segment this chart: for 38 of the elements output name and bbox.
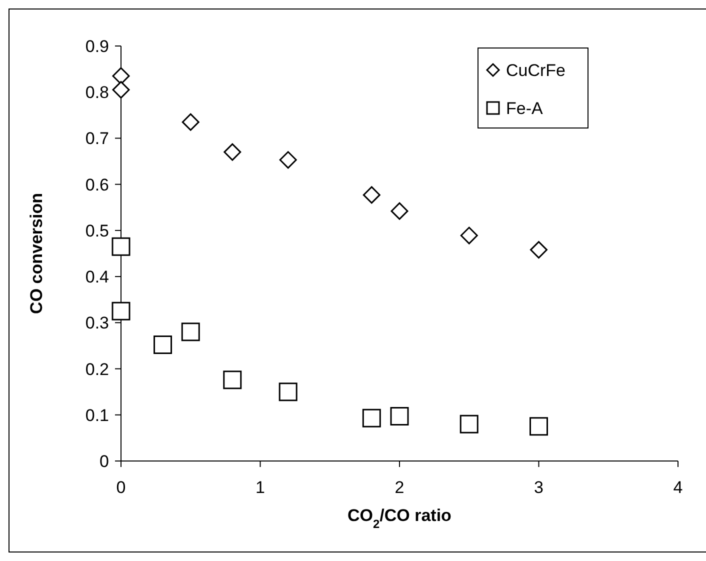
point [182, 113, 200, 131]
point [112, 302, 130, 320]
y-tick-label: 0.8 [85, 83, 109, 102]
x-tick-label: 1 [256, 478, 265, 497]
y-tick-label: 0 [100, 452, 109, 471]
point [362, 408, 381, 428]
point [224, 143, 242, 161]
point [112, 81, 130, 99]
point [112, 67, 130, 85]
y-tick-label: 0.6 [85, 175, 109, 194]
x-axis-title: CO$_{2}$/CO ratio [348, 506, 452, 531]
point [362, 186, 380, 204]
y-tick-label: 0.9 [85, 37, 109, 56]
y-tick-label: 0.1 [85, 406, 109, 425]
legend-label: Fe-A [506, 99, 544, 118]
point [530, 417, 548, 436]
point [112, 237, 130, 256]
x-tick-label: 4 [673, 478, 683, 497]
x-tick-label: 2 [394, 478, 404, 497]
point [223, 370, 242, 390]
point [530, 241, 548, 259]
point [181, 322, 200, 342]
y-tick-label: 0.5 [85, 221, 109, 240]
x-tick-label: 3 [534, 478, 544, 497]
x-tick-label: 0 [116, 478, 126, 497]
point [279, 151, 297, 169]
y-axis-title: CO conversion [27, 193, 46, 314]
y-tick-label: 0.2 [85, 360, 109, 379]
y-tick-label: 0.7 [85, 129, 109, 148]
point [390, 202, 408, 220]
y-tick-label: 0.4 [85, 268, 109, 287]
point [460, 226, 478, 244]
legend-label: CuCrFe [506, 61, 566, 80]
point [390, 407, 409, 426]
y-tick-label: 0.3 [85, 314, 109, 333]
point [460, 414, 478, 434]
point [278, 382, 298, 402]
point [154, 336, 172, 354]
